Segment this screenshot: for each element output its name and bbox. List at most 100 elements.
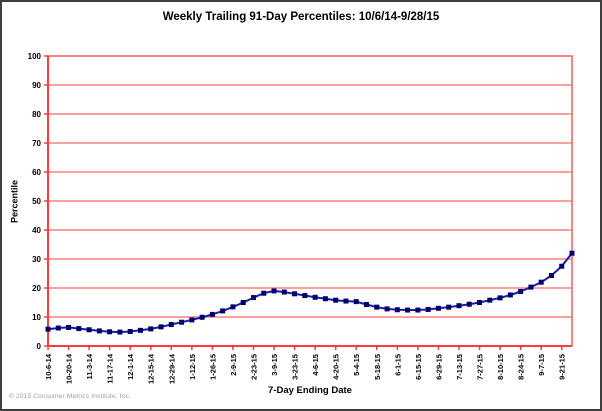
data-point-marker: [394, 307, 400, 313]
data-point-marker: [446, 304, 452, 310]
x-tick-label: 1-26-15: [208, 354, 217, 380]
data-point-marker: [96, 328, 102, 334]
data-point-marker: [189, 317, 195, 323]
data-point-marker: [528, 284, 534, 290]
y-tick-label: 50: [32, 197, 41, 206]
data-point-marker: [76, 326, 82, 332]
chart-title: Weekly Trailing 91-Day Percentiles: 10/6…: [162, 11, 440, 23]
x-tick-label: 3-9-15: [270, 354, 279, 376]
percentile-line: [47, 252, 573, 334]
data-point-marker: [302, 293, 308, 299]
data-point-marker: [66, 324, 72, 330]
data-point-marker: [507, 292, 513, 298]
data-point-marker: [179, 319, 185, 325]
data-point-marker: [435, 305, 441, 311]
x-tick-label: 12-1-14: [126, 353, 135, 380]
x-tick-label: 11-3-14: [85, 353, 94, 379]
data-point-marker: [322, 296, 328, 302]
x-tick-label: 9-21-15: [558, 354, 567, 380]
data-point-marker: [148, 326, 154, 332]
data-point-marker: [425, 306, 431, 312]
x-tick-label: 12-15-14: [147, 353, 156, 384]
data-point-marker: [353, 299, 359, 305]
data-point-marker: [158, 324, 164, 330]
y-tick-label: 90: [32, 81, 41, 90]
data-point-marker: [209, 311, 215, 317]
data-point-marker: [250, 295, 256, 301]
x-tick-label: 8-10-15: [496, 354, 505, 380]
y-tick-label: 100: [28, 52, 42, 61]
data-point-marker: [477, 300, 483, 305]
y-tick-label: 80: [32, 110, 41, 119]
data-point-marker: [466, 301, 472, 307]
x-tick-label: 10-6-14: [44, 353, 53, 380]
data-point-marker: [199, 314, 205, 320]
data-point-marker: [261, 290, 267, 296]
y-tick-label: 0: [37, 342, 42, 351]
data-point-marker: [240, 300, 246, 305]
x-tick-label: 4-6-15: [311, 354, 320, 376]
x-tick-label: 10-20-14: [65, 353, 74, 384]
x-tick-label: 4-20-15: [332, 354, 341, 380]
data-point-marker: [292, 291, 298, 297]
data-point-marker: [384, 306, 390, 312]
data-point-marker: [456, 303, 462, 309]
x-axis-ticks: 10-6-14 10-20-14 11-3-14 11-17-14 12-1-14 12-…: [44, 346, 567, 384]
data-point-marker: [559, 263, 565, 269]
x-tick-label: 6-1-15: [393, 354, 402, 376]
x-tick-label: 6-15-15: [414, 354, 423, 380]
x-tick-label: 9-7-15: [537, 354, 546, 376]
data-point-marker: [548, 273, 554, 279]
x-tick-label: 2-23-15: [249, 354, 258, 380]
data-point-marker: [415, 307, 421, 313]
y-tick-label: 30: [32, 255, 41, 264]
gridlines: [48, 84, 572, 318]
y-tick-label: 20: [32, 284, 41, 293]
y-tick-label: 60: [32, 168, 41, 177]
y-axis-ticks: 0 10 20 30 40 50 60 70 80 90 100: [28, 52, 48, 351]
data-point-marker: [374, 304, 380, 310]
data-point-marker: [538, 279, 544, 285]
x-tick-label: 7-13-15: [455, 354, 464, 380]
data-point-marker: [497, 295, 503, 301]
x-tick-label: 11-17-14: [106, 353, 115, 383]
x-axis-label: 7-Day Ending Date: [268, 385, 352, 396]
data-point-marker: [137, 327, 143, 333]
y-tick-label: 10: [32, 313, 41, 322]
data-point-markers: [45, 250, 575, 335]
x-tick-label: 7-27-15: [476, 354, 485, 380]
data-point-marker: [518, 288, 524, 294]
y-tick-label: 70: [32, 139, 41, 148]
data-point-marker: [55, 325, 61, 331]
x-tick-label: 5-18-15: [373, 354, 382, 380]
x-tick-label: 6-29-15: [434, 354, 443, 380]
data-point-marker: [312, 294, 318, 300]
data-series-line: [47, 252, 573, 334]
data-point-marker: [45, 326, 51, 332]
x-tick-label: 1-12-15: [188, 354, 197, 380]
copyright-text: © 2015 Consumer Metrics Institute, Inc.: [9, 393, 132, 400]
x-tick-label: 5-4-15: [352, 354, 361, 376]
data-point-marker: [343, 298, 349, 304]
data-point-marker: [333, 297, 339, 303]
data-point-marker: [364, 302, 370, 308]
data-point-marker: [86, 327, 92, 333]
data-point-marker: [220, 308, 226, 314]
data-point-marker: [117, 329, 123, 335]
data-point-marker: [271, 288, 277, 294]
x-tick-label: 8-24-15: [517, 354, 526, 380]
data-point-marker: [405, 307, 411, 313]
x-tick-label: 3-23-15: [291, 354, 300, 380]
data-point-marker: [487, 297, 493, 303]
data-point-marker: [127, 329, 133, 334]
x-tick-label: 12-29-14: [167, 353, 176, 384]
y-tick-label: 40: [32, 226, 41, 235]
data-point-marker: [281, 289, 287, 295]
data-point-marker: [168, 322, 174, 328]
data-point-marker: [107, 329, 113, 335]
x-tick-label: 2-9-15: [229, 354, 238, 376]
data-point-marker: [569, 250, 575, 256]
data-point-marker: [230, 304, 236, 310]
